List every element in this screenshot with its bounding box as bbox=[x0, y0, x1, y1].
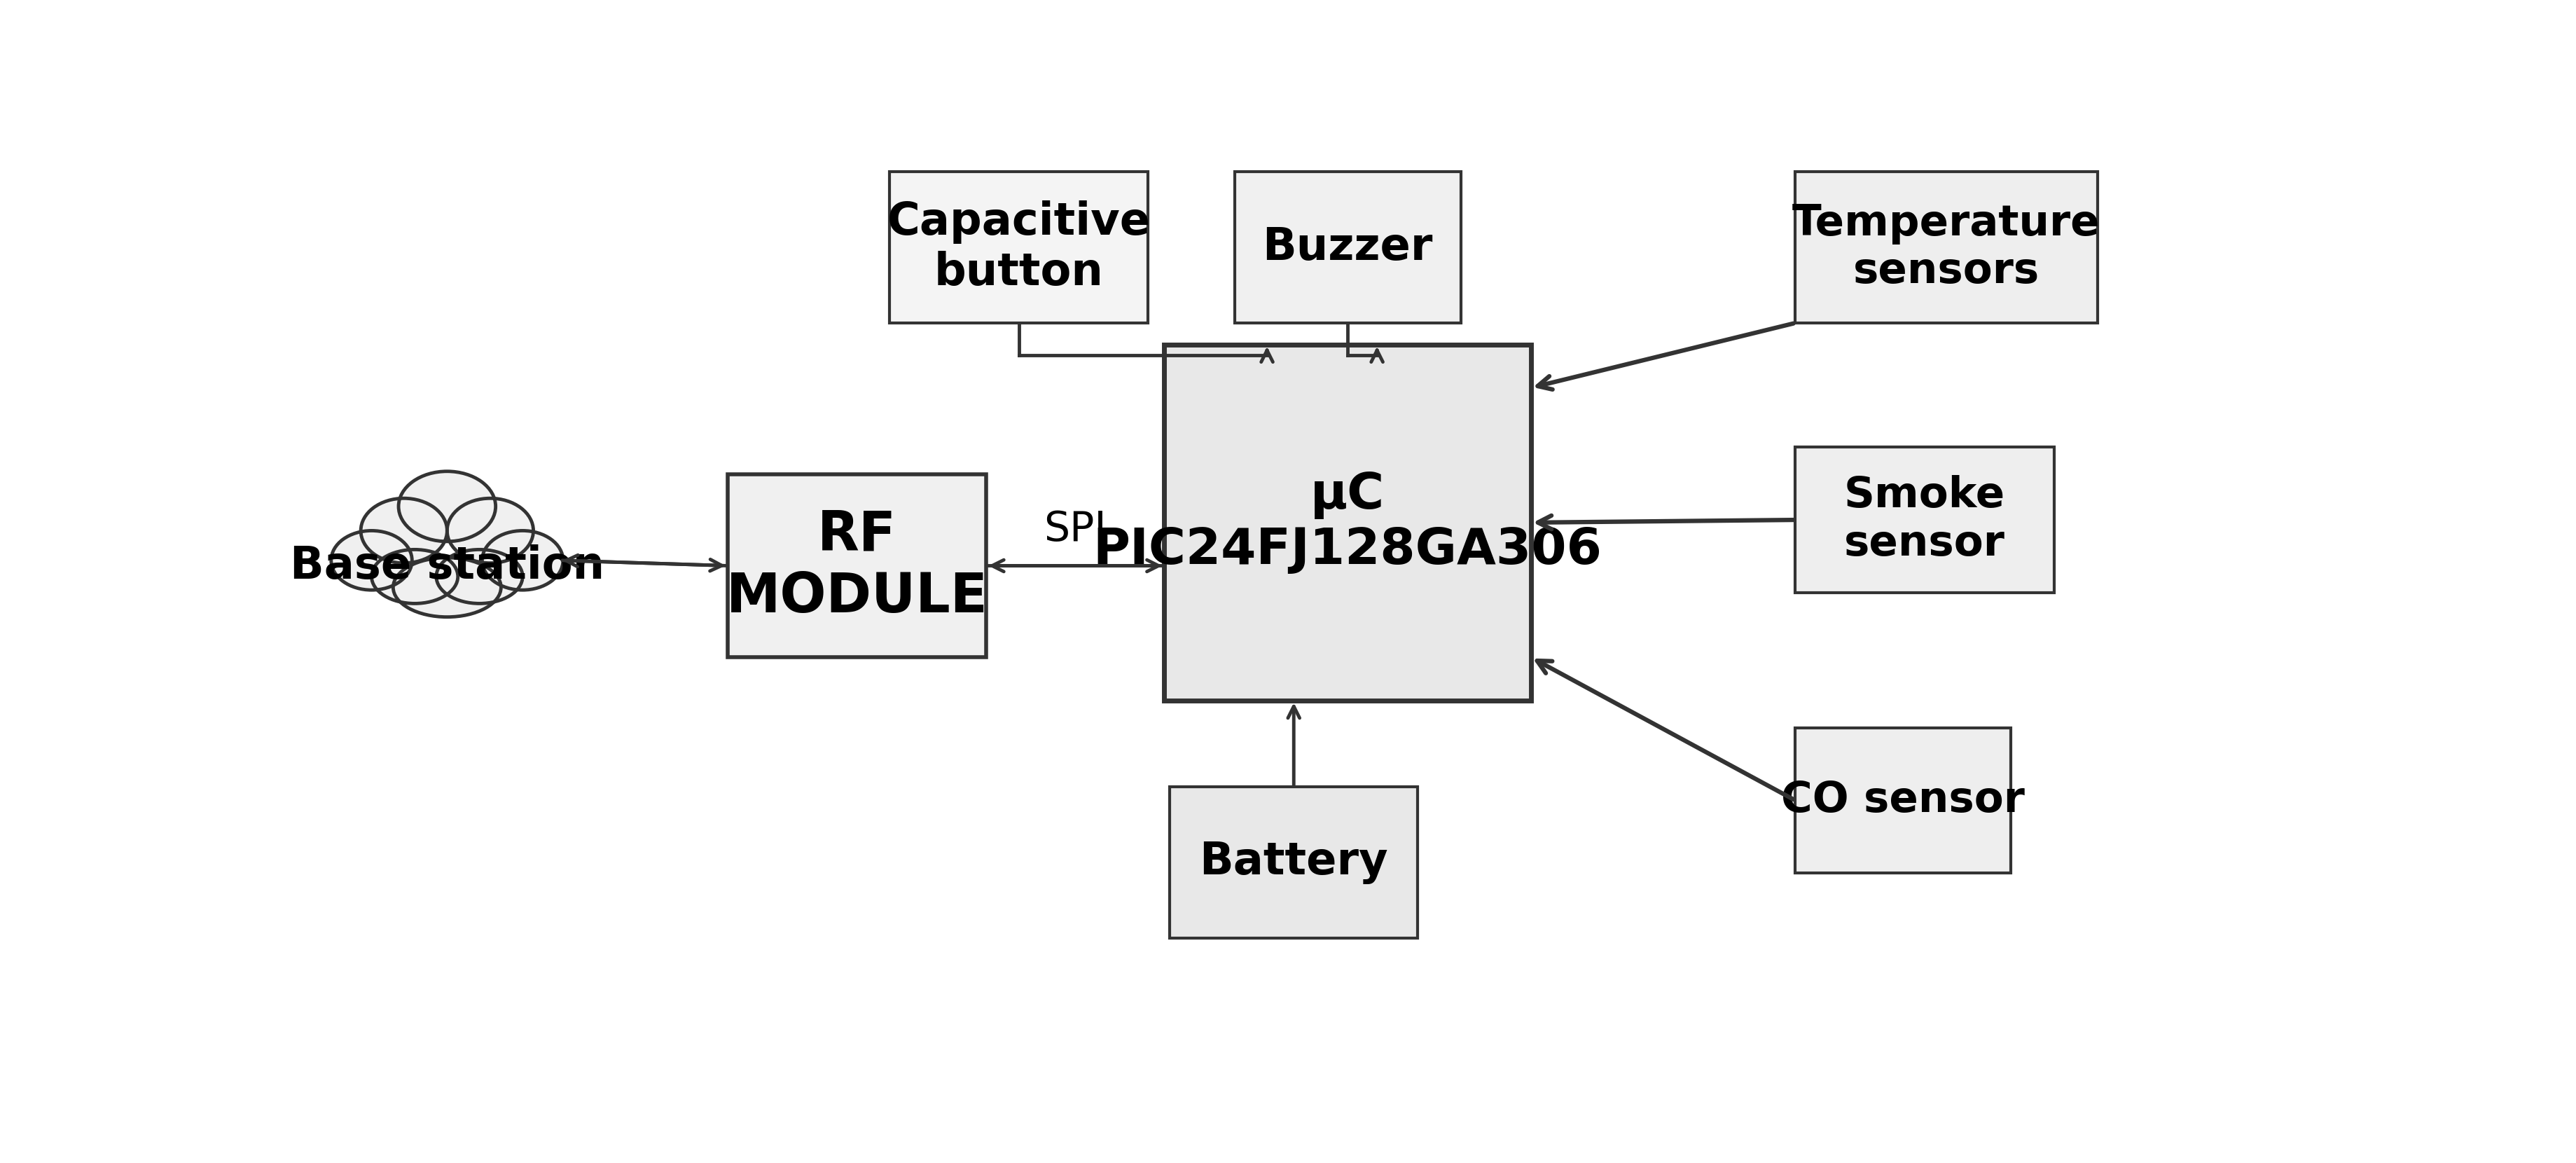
Bar bbox=[1795, 447, 2053, 593]
Text: Temperature
sensors: Temperature sensors bbox=[1793, 202, 2099, 292]
Ellipse shape bbox=[394, 557, 500, 618]
Ellipse shape bbox=[371, 550, 459, 604]
Bar bbox=[1164, 344, 1530, 700]
Ellipse shape bbox=[399, 471, 495, 542]
Text: Buzzer: Buzzer bbox=[1262, 226, 1432, 269]
Bar bbox=[889, 172, 1149, 323]
Text: Capacitive
button: Capacitive button bbox=[886, 200, 1151, 294]
Ellipse shape bbox=[448, 498, 533, 563]
Text: SPI: SPI bbox=[1043, 509, 1108, 550]
Bar bbox=[1795, 728, 2012, 873]
Ellipse shape bbox=[361, 498, 448, 563]
Text: RF
MODULE: RF MODULE bbox=[726, 508, 987, 623]
Text: Battery: Battery bbox=[1200, 841, 1388, 884]
Text: Smoke
sensor: Smoke sensor bbox=[1844, 476, 2004, 564]
Bar bbox=[1795, 172, 2097, 323]
Text: μC
PIC24FJ128GA306: μC PIC24FJ128GA306 bbox=[1092, 471, 1602, 575]
Bar bbox=[1170, 787, 1417, 939]
Text: Base station: Base station bbox=[291, 544, 605, 587]
Ellipse shape bbox=[435, 550, 523, 604]
Bar bbox=[726, 475, 987, 657]
Text: CO sensor: CO sensor bbox=[1783, 779, 2025, 821]
Bar bbox=[1234, 172, 1461, 323]
Ellipse shape bbox=[482, 530, 564, 590]
Ellipse shape bbox=[332, 530, 412, 590]
